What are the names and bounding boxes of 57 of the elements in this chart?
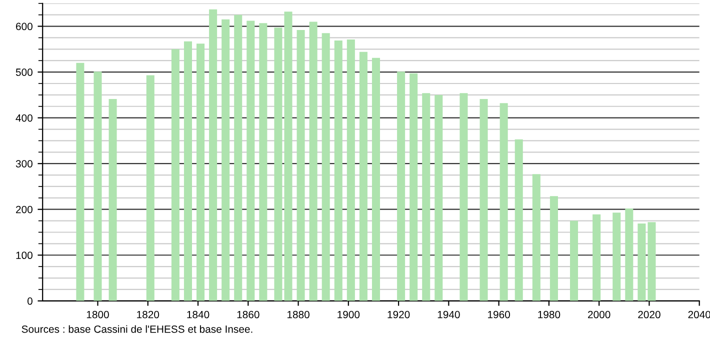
bar	[246, 20, 255, 301]
bar	[434, 94, 443, 301]
bar	[334, 40, 342, 301]
bar	[184, 41, 192, 301]
bar	[322, 33, 330, 301]
bar	[397, 72, 406, 301]
bar	[592, 214, 601, 301]
y-tick-label: 100	[16, 252, 32, 260]
y-tick-label: 300	[16, 160, 32, 168]
y-tick-label: 400	[16, 114, 32, 122]
bar	[309, 22, 318, 301]
x-tick-label: 1920	[388, 310, 410, 318]
x-tick-label: 1820	[137, 310, 160, 318]
bar	[209, 9, 218, 301]
bar	[612, 212, 621, 301]
x-tick-label: 1880	[287, 310, 310, 318]
bar	[234, 14, 242, 301]
x-tick-label: 1900	[338, 310, 360, 318]
x-tick-label: 1800	[86, 310, 109, 318]
bar	[625, 208, 634, 301]
bar	[259, 23, 268, 301]
bar	[460, 93, 468, 301]
bar	[196, 44, 205, 301]
bar	[480, 99, 488, 301]
bar	[346, 40, 355, 301]
x-tick-label: 1940	[438, 310, 460, 318]
bar	[410, 73, 418, 301]
x-tick-label: 1840	[187, 310, 210, 318]
source-note: Sources : base Cassini de l'EHESS et base Insee.	[22, 325, 252, 333]
y-tick-label: 0	[27, 297, 32, 305]
bar	[570, 220, 578, 301]
y-tick-label: 500	[16, 68, 32, 76]
y-tick-label: 200	[16, 206, 32, 214]
bar	[359, 52, 368, 301]
bar	[532, 174, 540, 301]
bar	[284, 12, 292, 301]
x-tick-label: 2000	[588, 310, 610, 318]
bar	[638, 224, 646, 301]
x-tick-label: 1860	[237, 310, 260, 318]
bar	[500, 103, 508, 301]
bar	[514, 139, 523, 301]
bar	[108, 99, 117, 301]
bar	[648, 222, 656, 301]
bar	[296, 30, 305, 301]
x-tick-label: 1980	[538, 310, 560, 318]
bar	[171, 49, 180, 301]
bar	[146, 75, 154, 301]
bar	[550, 196, 558, 301]
bar	[76, 62, 84, 301]
bar	[274, 28, 282, 301]
bar	[94, 72, 102, 301]
bar	[372, 58, 380, 301]
x-tick-label: 2020	[638, 310, 660, 318]
y-tick-label: 600	[16, 22, 32, 30]
x-tick-label: 1960	[488, 310, 510, 318]
bar	[222, 19, 230, 301]
bar	[422, 93, 430, 301]
